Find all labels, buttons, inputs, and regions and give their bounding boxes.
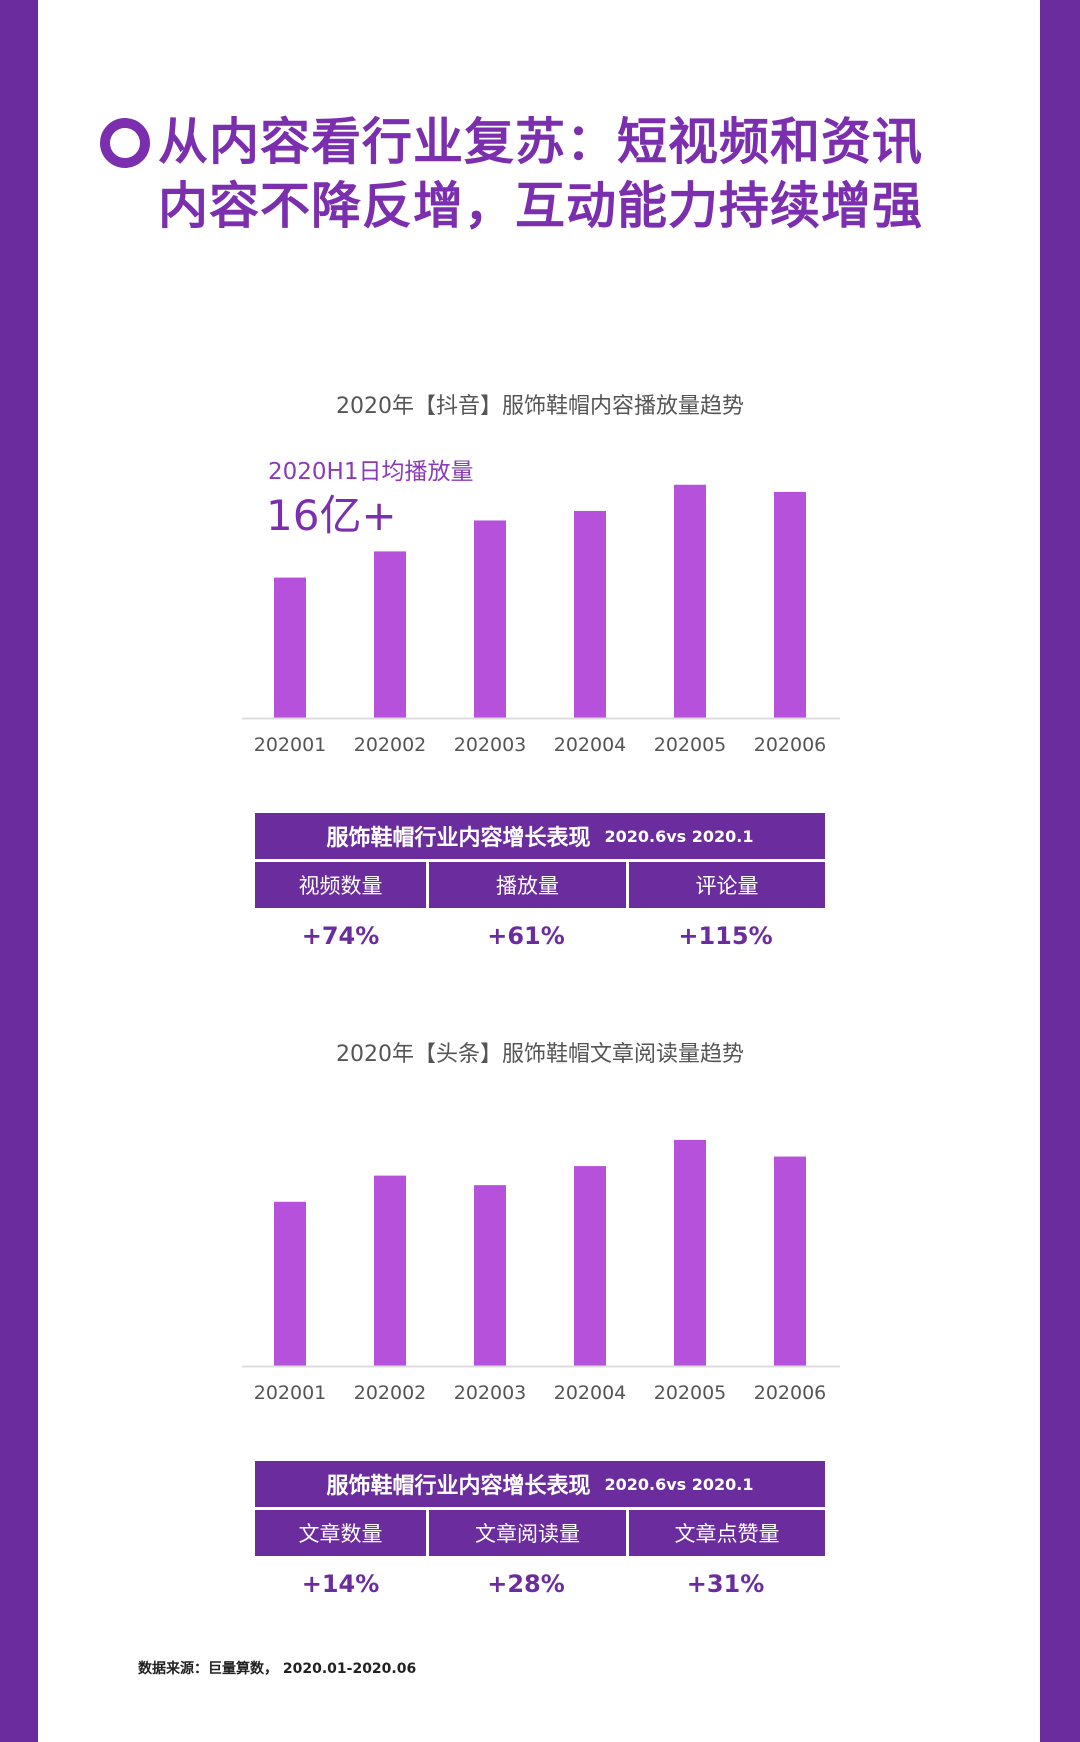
table-2-col-article-likes: 文章点赞量 (629, 1510, 825, 1556)
chart-2-bar-202005 (674, 1139, 706, 1366)
chart-1-tick-label: 202001 (254, 734, 327, 756)
table-2-val-article-count: +14% (301, 1570, 380, 1598)
chart-1-tick-label: 202004 (554, 734, 627, 756)
page-title: 从内容看行业复苏：短视频和资讯 内容不降反增，互动能力持续增强 (100, 110, 960, 238)
chart-1-bar-202003 (474, 520, 506, 718)
kpi-label: 2020H1日均播放量 (268, 459, 474, 485)
kpi-value: 16亿+ (266, 491, 397, 540)
title-line-2: 内容不降反增，互动能力持续增强 (158, 177, 923, 235)
left-frame-bar (0, 0, 38, 1742)
chart-2-tick-label: 202002 (354, 1382, 427, 1404)
chart-2-title: 2020年【头条】服饰鞋帽文章阅读量趋势 (336, 1042, 744, 1067)
chart-2: 202001 202002 202003 202004 202005 202006 (242, 1139, 840, 1404)
chart-1-bar-202005 (674, 484, 706, 718)
chart-2-tick-label: 202004 (554, 1382, 627, 1404)
chart-2-bar-202003 (474, 1185, 506, 1366)
table-2-val-article-likes: +31% (686, 1570, 765, 1598)
table-1-header: 服饰鞋帽行业内容增长表现 2020.6vs 2020.1 (255, 813, 825, 859)
chart-1-bar-202002 (374, 551, 406, 718)
chart-2-bar-202001 (274, 1201, 306, 1366)
table-2-val-article-reads: +28% (487, 1570, 565, 1598)
chart-1-tick-label: 202006 (754, 734, 827, 756)
chart-2-bar-202002 (374, 1175, 406, 1366)
table-2-subtitle: 2020.6vs 2020.1 (604, 1474, 754, 1494)
chart-1-bar-202001 (274, 577, 306, 718)
table-1-title: 服饰鞋帽行业内容增长表现 (326, 826, 591, 851)
table-2-title: 服饰鞋帽行业内容增长表现 (326, 1474, 591, 1499)
chart-1-title: 2020年【抖音】服饰鞋帽内容播放量趋势 (336, 394, 744, 419)
title-line-1: 从内容看行业复苏：短视频和资讯 (158, 113, 923, 171)
growth-table-1: 服饰鞋帽行业内容增长表现 2020.6vs 2020.1 视频数量 播放量 评论… (255, 813, 825, 954)
chart-2-tick-label: 202005 (654, 1382, 727, 1404)
chart-1-bar-202004 (574, 510, 606, 718)
chart-2-tick-label: 202003 (454, 1382, 527, 1404)
table-2-col-article-count: 文章数量 (255, 1510, 426, 1556)
table-2-col-article-reads: 文章阅读量 (429, 1510, 626, 1556)
table-1-col-video-count: 视频数量 (255, 862, 426, 908)
chart-2-tick-label: 202006 (754, 1382, 827, 1404)
watermark: 巨量算数 (886, 1656, 1030, 1693)
chart-2-bar-202004 (574, 1166, 606, 1366)
chart-1-tick-label: 202002 (354, 734, 427, 756)
chart-2-bar-202006 (774, 1156, 806, 1366)
growth-table-2: 服饰鞋帽行业内容增长表现 2020.6vs 2020.1 文章数量 文章阅读量 … (255, 1461, 825, 1602)
chart-2-tick-label: 202001 (254, 1382, 327, 1404)
table-1-val-plays: +61% (487, 922, 565, 950)
wechat-icon (886, 1663, 917, 1686)
table-1-val-comments: +115% (678, 922, 773, 950)
table-1-col-plays: 播放量 (429, 862, 626, 908)
ring-bullet-icon (100, 118, 150, 168)
table-1-subtitle: 2020.6vs 2020.1 (604, 826, 754, 846)
table-1-col-comments: 评论量 (629, 862, 825, 908)
chart-1: 202001 202002 202003 202004 202005 202006 (242, 484, 840, 756)
chart-1-tick-label: 202003 (454, 734, 527, 756)
right-frame-bar (1040, 0, 1080, 1742)
chart-1-bar-202006 (774, 491, 806, 718)
chart-1-tick-label: 202005 (654, 734, 727, 756)
table-1-val-video-count: +74% (301, 922, 380, 950)
data-source-note: 数据来源：巨量算数， 2020.01-2020.06 (138, 1661, 417, 1677)
table-2-header: 服饰鞋帽行业内容增长表现 2020.6vs 2020.1 (255, 1461, 825, 1507)
watermark-text: 巨量算数 (926, 1662, 1031, 1692)
